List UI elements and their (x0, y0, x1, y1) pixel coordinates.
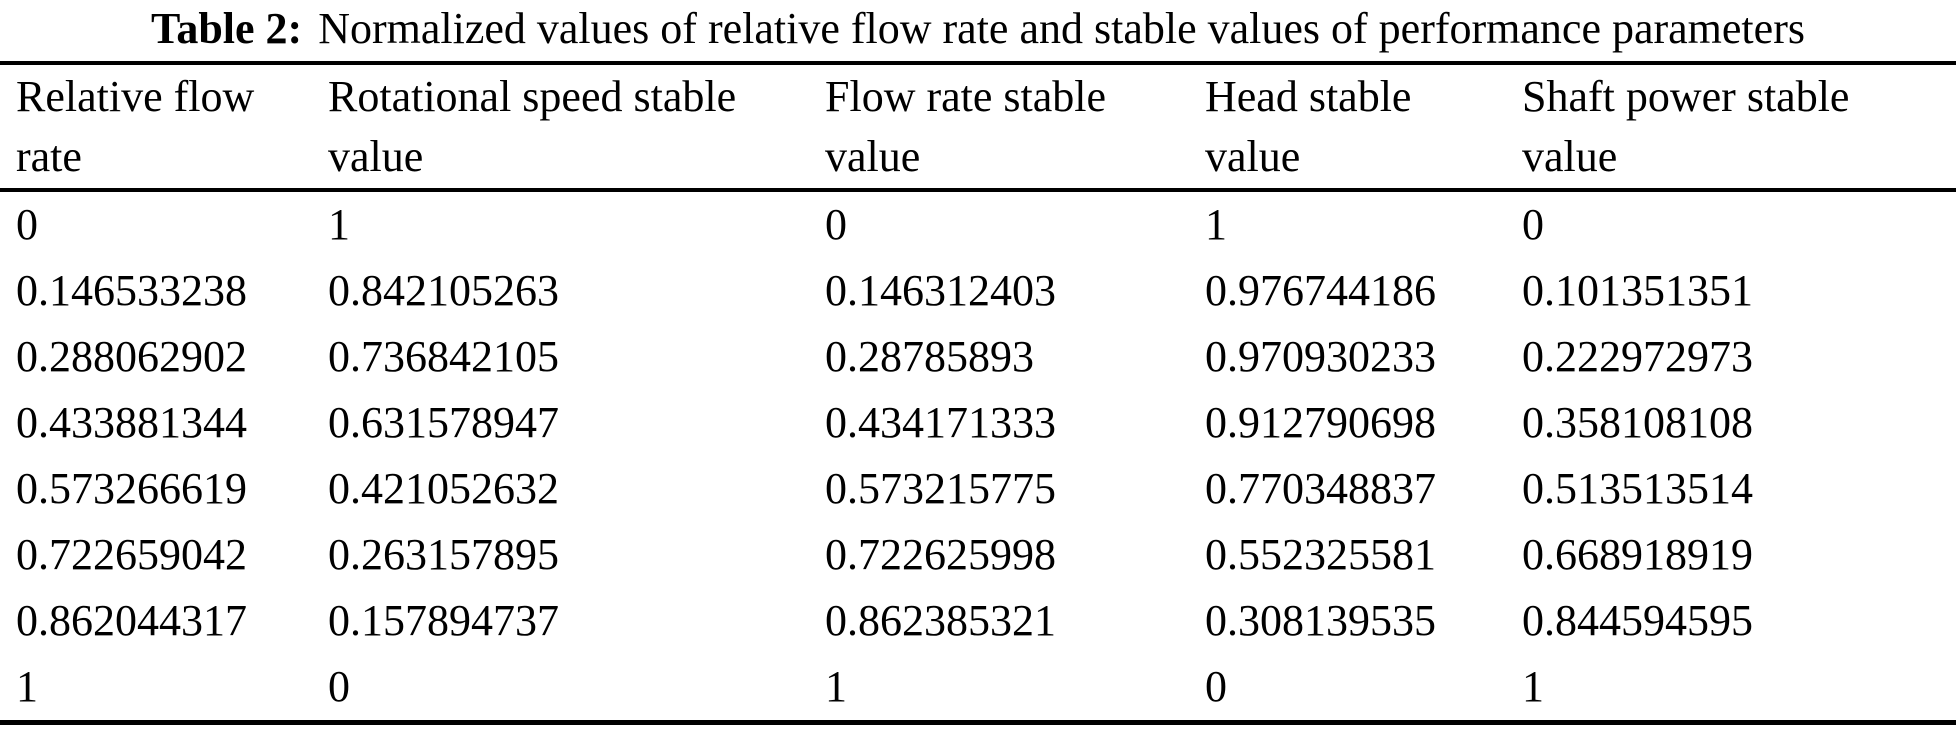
table-cell: 0 (328, 662, 350, 711)
table-caption-text: Normalized values of relative flow rate … (318, 4, 1805, 53)
table-caption: Table 2: Normalized values of relative fl… (0, 0, 1956, 61)
table-cell: 0.146312403 (825, 266, 1056, 315)
table-cell: 0.146533238 (16, 266, 247, 315)
table-cell: 0.421052632 (328, 464, 559, 513)
column-header-2: Flow rate stable value (825, 72, 1107, 181)
table-cell: 0.844594595 (1522, 596, 1753, 645)
column-header-1: Rotational speed stable value (328, 72, 737, 181)
table-cell: 1 (16, 662, 38, 711)
table-cell: 0.668918919 (1522, 530, 1753, 579)
table-cell: 0.770348837 (1205, 464, 1436, 513)
table-row: 0.573266619 0.421052632 0.573215775 0.77034… (0, 456, 1956, 522)
data-table: Relative flow rate Rotational speed stabl… (0, 61, 1956, 725)
table-cell: 0.573266619 (16, 464, 247, 513)
table-cell: 0.552325581 (1205, 530, 1436, 579)
table-cell: 0.722625998 (825, 530, 1056, 579)
table-cell: 0.736842105 (328, 332, 559, 381)
table-cell: 1 (1205, 200, 1227, 249)
table-cell: 0.912790698 (1205, 398, 1436, 447)
table-cell: 0.631578947 (328, 398, 559, 447)
table-cell: 0.28785893 (825, 332, 1034, 381)
table-cell: 0 (16, 200, 38, 249)
table-cell: 0.358108108 (1522, 398, 1753, 447)
table-cell: 0 (1205, 662, 1227, 711)
table-cell: 0.722659042 (16, 530, 247, 579)
table-cell: 0 (1522, 200, 1544, 249)
table-cell: 0.842105263 (328, 266, 559, 315)
table-cell: 0.970930233 (1205, 332, 1436, 381)
table-cell: 1 (825, 662, 847, 711)
table-row: 0.862044317 0.157894737 0.862385321 0.30813… (0, 588, 1956, 654)
table-row: 0.146533238 0.842105263 0.146312403 0.97674… (0, 258, 1956, 324)
table-cell: 0.101351351 (1522, 266, 1753, 315)
table-cell: 0.433881344 (16, 398, 247, 447)
column-header-0: Relative flow rate (16, 72, 255, 181)
table-row: 0.288062902 0.736842105 0.28785893 0.970930… (0, 324, 1956, 390)
table-row: 0.722659042 0.263157895 0.722625998 0.55232… (0, 522, 1956, 588)
table-cell: 0.157894737 (328, 596, 559, 645)
table-cell: 0.862044317 (16, 596, 247, 645)
table-cell: 0.434171333 (825, 398, 1056, 447)
table-cell: 0.288062902 (16, 332, 247, 381)
column-header-3: Head stable value (1205, 72, 1412, 181)
table-caption-label: Table 2: (151, 4, 303, 53)
table-cell: 0.573215775 (825, 464, 1056, 513)
table-cell: 0.976744186 (1205, 266, 1436, 315)
table-cell: 1 (328, 200, 350, 249)
table-cell: 0.263157895 (328, 530, 559, 579)
table-row: 1 0 1 0 1 (0, 654, 1956, 723)
table-row: 0.433881344 0.631578947 0.434171333 0.91279… (0, 390, 1956, 456)
table-header-row: Relative flow rate Rotational speed stabl… (0, 63, 1956, 190)
table-cell: 0.308139535 (1205, 596, 1436, 645)
table-cell: 0.222972973 (1522, 332, 1753, 381)
table-cell: 1 (1522, 662, 1544, 711)
table-cell: 0 (825, 200, 847, 249)
table-cell: 0.513513514 (1522, 464, 1753, 513)
table-cell: 0.862385321 (825, 596, 1056, 645)
column-header-4: Shaft power stable value (1522, 72, 1850, 181)
table-row: 0 1 0 1 0 (0, 190, 1956, 258)
